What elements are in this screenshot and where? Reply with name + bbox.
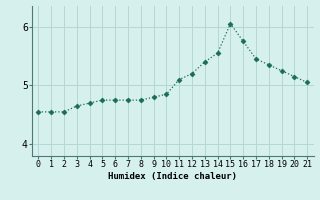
X-axis label: Humidex (Indice chaleur): Humidex (Indice chaleur) — [108, 172, 237, 181]
